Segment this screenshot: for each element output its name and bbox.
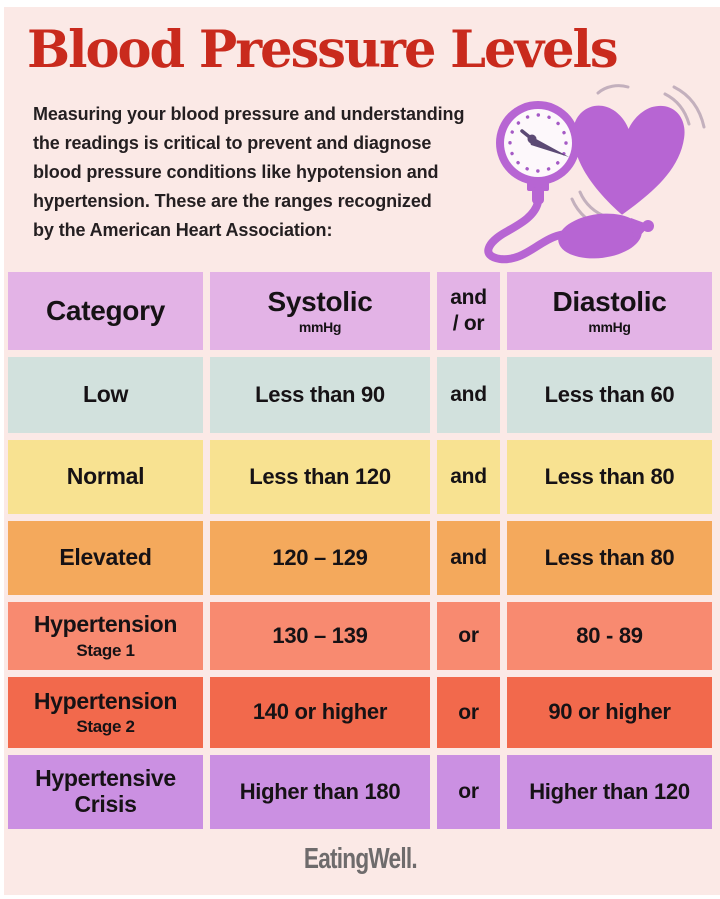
category-label: Hypertension: [33, 611, 178, 638]
row-crisis-systolic: Higher than 180: [210, 755, 430, 829]
white-edge-bottom: [0, 895, 720, 899]
row-crisis-diastolic: Higher than 120: [507, 755, 712, 829]
intro-line: Measuring your blood pressure and unders…: [33, 104, 465, 124]
col-header-systolic-unit: mmHg: [298, 319, 342, 336]
col-header-systolic: Systolic mmHg: [210, 272, 430, 350]
col-header-connector-line1: and: [450, 285, 487, 309]
col-header-category: Category: [8, 272, 203, 350]
row-hypertension2-diastolic: 90 or higher: [507, 677, 712, 748]
eatingwell-logo: EatingWell.: [303, 843, 418, 875]
category-sublabel: Stage 2: [76, 717, 135, 737]
category-label: Normal: [66, 463, 145, 490]
pressure-gauge-icon: [496, 101, 580, 204]
intro-paragraph: Measuring your blood pressure and unders…: [33, 100, 464, 245]
row-crisis-connector: or: [437, 755, 500, 829]
row-hypertension2-systolic: 140 or higher: [210, 677, 430, 748]
row-hypertension1-systolic: 130 – 139: [210, 602, 430, 670]
row-low-category: Low: [8, 357, 203, 433]
col-header-connector: and / or: [437, 272, 500, 350]
col-header-category-label: Category: [46, 295, 165, 327]
row-normal-connector: and: [437, 440, 500, 514]
row-normal-diastolic: Less than 80: [507, 440, 712, 514]
row-hypertension1-diastolic: 80 - 89: [507, 602, 712, 670]
intro-line: hypertension. These are the ranges recog…: [33, 191, 432, 211]
blood-pressure-table: Category Systolic mmHg and / or Diastoli…: [8, 272, 712, 829]
pump-bulb-icon: [558, 213, 654, 259]
intro-line: blood pressure conditions like hypotensi…: [33, 162, 439, 182]
gauge-tube: [484, 198, 572, 264]
col-header-diastolic: Diastolic mmHg: [507, 272, 712, 350]
category-label: Elevated: [59, 544, 152, 571]
page-title: Blood Pressure Levels: [27, 20, 619, 80]
row-elevated-category: Elevated: [8, 521, 203, 595]
row-elevated-diastolic: Less than 80: [507, 521, 712, 595]
intro-line: by the American Heart Association:: [33, 220, 333, 240]
category-label: Low: [82, 381, 129, 408]
row-hypertension2-category: Hypertension Stage 2: [8, 677, 203, 748]
row-normal-category: Normal: [8, 440, 203, 514]
row-elevated-connector: and: [437, 521, 500, 595]
col-header-diastolic-label: Diastolic: [552, 285, 667, 317]
category-label: Hypertension: [33, 687, 178, 714]
heart-icon: [573, 105, 685, 215]
col-header-diastolic-unit: mmHg: [588, 319, 631, 336]
row-low-diastolic: Less than 60: [507, 357, 712, 433]
category-sublabel: Stage 1: [76, 640, 135, 660]
row-hypertension1-connector: or: [437, 602, 500, 670]
blood-pressure-gauge-and-heart-illustration: [484, 84, 706, 264]
row-crisis-category: Hypertensive Crisis: [8, 755, 203, 829]
intro-line: the readings is critical to prevent and …: [33, 133, 432, 153]
footer: EatingWell.: [0, 843, 720, 876]
row-normal-systolic: Less than 120: [210, 440, 430, 514]
row-low-systolic: Less than 90: [210, 357, 430, 433]
col-header-systolic-label: Systolic: [267, 285, 373, 317]
row-hypertension2-connector: or: [437, 677, 500, 748]
category-label: Hypertensive Crisis: [35, 765, 176, 817]
col-header-connector-line2: / or: [452, 312, 485, 335]
white-edge-left: [0, 0, 4, 899]
white-edge-top: [0, 0, 720, 7]
row-hypertension1-category: Hypertension Stage 1: [8, 602, 203, 670]
row-elevated-systolic: 120 – 129: [210, 521, 430, 595]
row-low-connector: and: [437, 357, 500, 433]
